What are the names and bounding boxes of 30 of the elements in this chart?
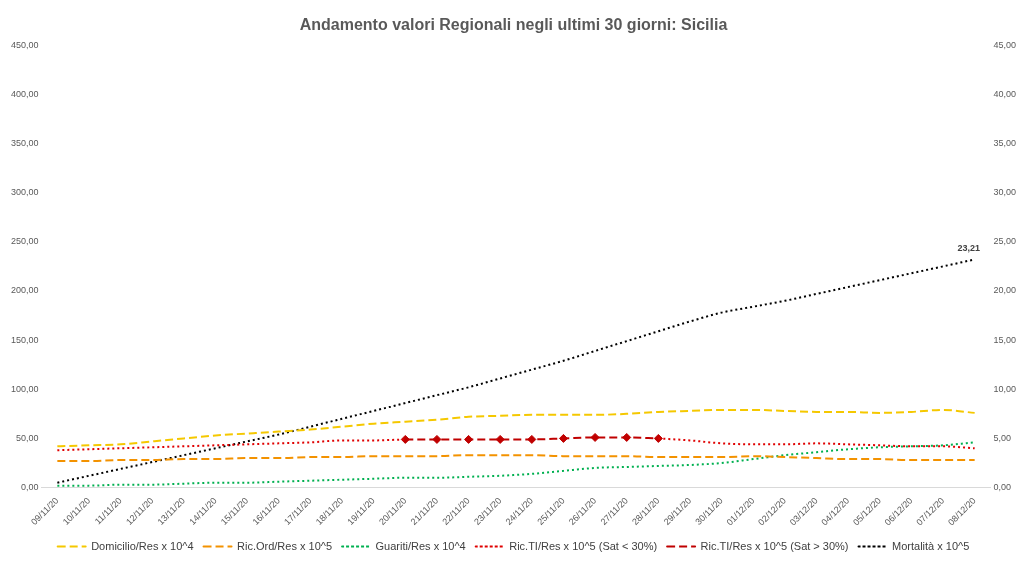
- legend-label: Guariti/Res x 10^4: [375, 539, 466, 552]
- y-tick-label: 350,00: [11, 137, 39, 148]
- y-tick-label: 400,00: [11, 88, 39, 99]
- y-tick-label: 200,00: [11, 285, 39, 296]
- y-tick-label: 0,00: [21, 482, 39, 493]
- y-tick-label: 250,00: [11, 236, 39, 247]
- data-label: 23,21: [957, 243, 980, 254]
- y-tick-label: 50,00: [16, 432, 39, 443]
- chart-title: Andamento valori Regionali negli ultimi 30 giorni: Sicilia: [299, 16, 728, 34]
- y2-tick-label: 10,00: [993, 383, 1017, 394]
- y-tick-label: 300,00: [11, 187, 39, 198]
- legend-label: Domicilio/Res x 10^4: [91, 539, 194, 552]
- y2-tick-label: 45,00: [993, 39, 1017, 50]
- line-series: [56, 441, 976, 487]
- y2-tick-label: 30,00: [993, 187, 1017, 198]
- line-series: [56, 408, 976, 448]
- y2-tick-label: 20,00: [993, 285, 1017, 296]
- y2-tick-label: 5,00: [993, 432, 1012, 443]
- y2-tick-label: 0,00: [993, 482, 1012, 493]
- y2-tick-label: 15,00: [993, 334, 1017, 345]
- y2-tick-label: 35,00: [993, 137, 1017, 148]
- legend-label: Mortalità x 10^5: [892, 539, 970, 552]
- y-tick-label: 450,00: [11, 39, 39, 50]
- y-tick-label: 100,00: [11, 383, 39, 394]
- legend-label: Ric.TI/Res x 10^5 (Sat < 30%): [509, 539, 658, 552]
- y2-tick-label: 40,00: [993, 88, 1017, 99]
- legend-label: Ric.Ord/Res x 10^5: [237, 539, 333, 552]
- y-tick-label: 150,00: [11, 334, 39, 345]
- legend-label: Ric.TI/Res x 10^5 (Sat > 30%): [700, 539, 849, 552]
- y2-tick-label: 25,00: [993, 236, 1017, 247]
